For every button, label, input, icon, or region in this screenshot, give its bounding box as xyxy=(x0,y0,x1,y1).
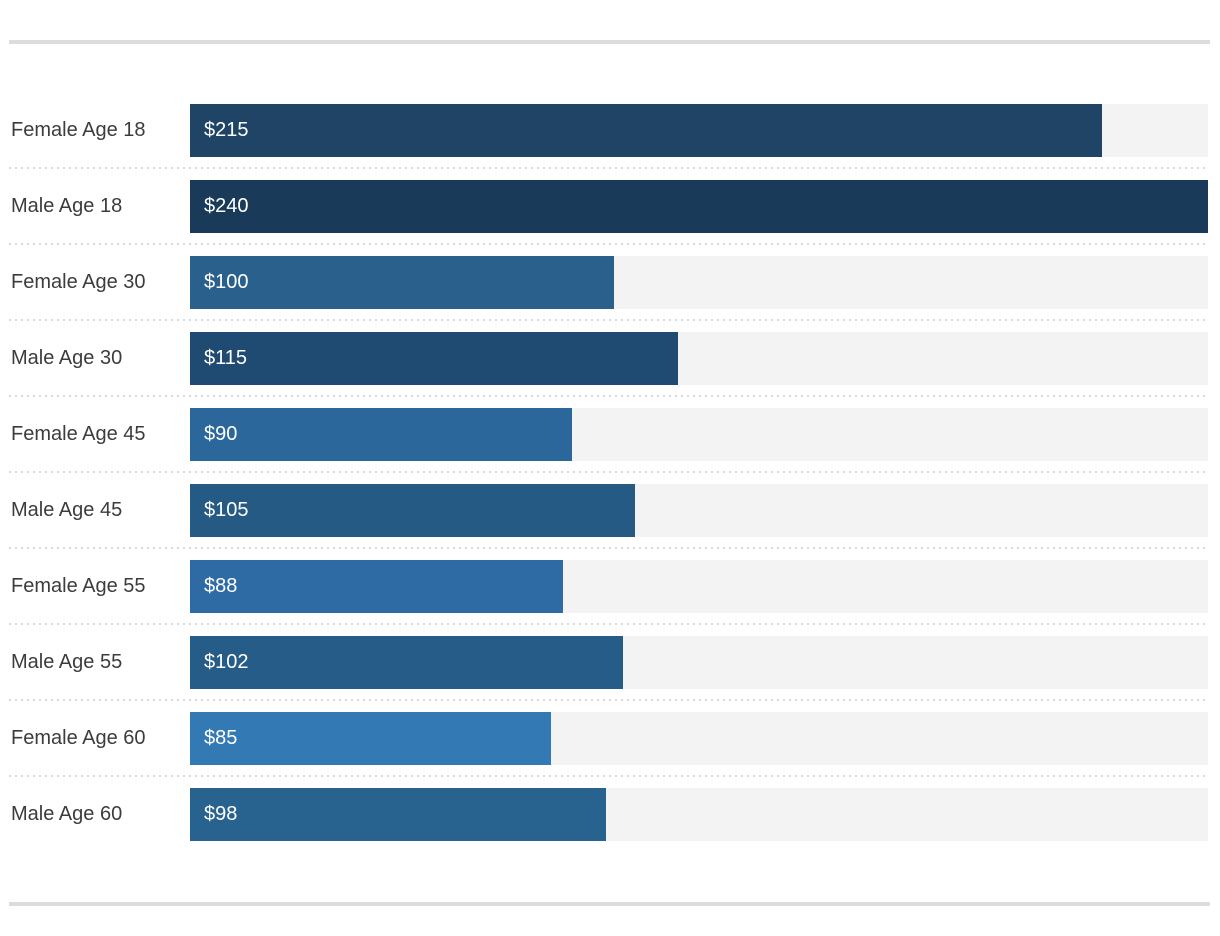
chart-row: Male Age 18 $240 xyxy=(9,168,1208,245)
value-bar: $115 xyxy=(190,331,678,385)
chart-row: Female Age 60 $85 xyxy=(9,700,1208,777)
bar-track: $102 xyxy=(190,635,1208,689)
bottom-divider xyxy=(9,902,1210,906)
chart-row: Female Age 45 $90 xyxy=(9,396,1208,473)
bar-track: $105 xyxy=(190,483,1208,537)
bar-track: $115 xyxy=(190,331,1208,385)
category-label: Male Age 60 xyxy=(11,802,123,825)
bar-chart: Female Age 18 $215 Male Age 18 $240 Female A… xyxy=(9,92,1208,852)
bar-track: $100 xyxy=(190,255,1208,309)
chart-row: Female Age 30 $100 xyxy=(9,244,1208,321)
top-divider xyxy=(9,40,1210,44)
value-label: $240 xyxy=(204,194,249,217)
category-label: Male Age 55 xyxy=(11,650,123,673)
category-label: Female Age 45 xyxy=(11,422,146,445)
value-label: $100 xyxy=(204,270,249,293)
chart-row: Male Age 30 $115 xyxy=(9,320,1208,397)
value-bar: $105 xyxy=(190,483,636,537)
value-label: $88 xyxy=(204,574,238,597)
category-label: Female Age 60 xyxy=(11,726,146,749)
chart-row: Male Age 45 $105 xyxy=(9,472,1208,549)
chart-row: Male Age 55 $102 xyxy=(9,624,1208,701)
category-label: Male Age 45 xyxy=(11,498,123,521)
bar-track: $215 xyxy=(190,103,1208,157)
value-label: $98 xyxy=(204,802,238,825)
value-label: $215 xyxy=(204,118,249,141)
bar-track: $240 xyxy=(190,179,1208,233)
value-bar: $90 xyxy=(190,407,572,461)
value-bar: $85 xyxy=(190,711,551,765)
chart-row: Female Age 55 $88 xyxy=(9,548,1208,625)
bar-track: $85 xyxy=(190,711,1208,765)
value-label: $102 xyxy=(204,650,249,673)
value-label: $115 xyxy=(204,346,248,369)
category-label: Male Age 18 xyxy=(11,194,123,217)
value-label: $85 xyxy=(204,726,238,749)
value-bar: $100 xyxy=(190,255,615,309)
value-bar: $88 xyxy=(190,559,564,613)
value-bar: $98 xyxy=(190,787,606,841)
bar-track: $98 xyxy=(190,787,1208,841)
value-label: $105 xyxy=(204,498,249,521)
category-label: Male Age 30 xyxy=(11,346,123,369)
value-bar: $102 xyxy=(190,635,623,689)
category-label: Female Age 18 xyxy=(11,118,146,141)
category-label: Female Age 30 xyxy=(11,270,146,293)
chart-row: Female Age 18 $215 xyxy=(9,92,1208,169)
chart-row: Male Age 60 $98 xyxy=(9,776,1208,852)
value-bar: $215 xyxy=(190,103,1102,157)
value-bar: $240 xyxy=(190,179,1208,233)
bar-track: $90 xyxy=(190,407,1208,461)
category-label: Female Age 55 xyxy=(11,574,146,597)
bar-track: $88 xyxy=(190,559,1208,613)
value-label: $90 xyxy=(204,422,238,445)
